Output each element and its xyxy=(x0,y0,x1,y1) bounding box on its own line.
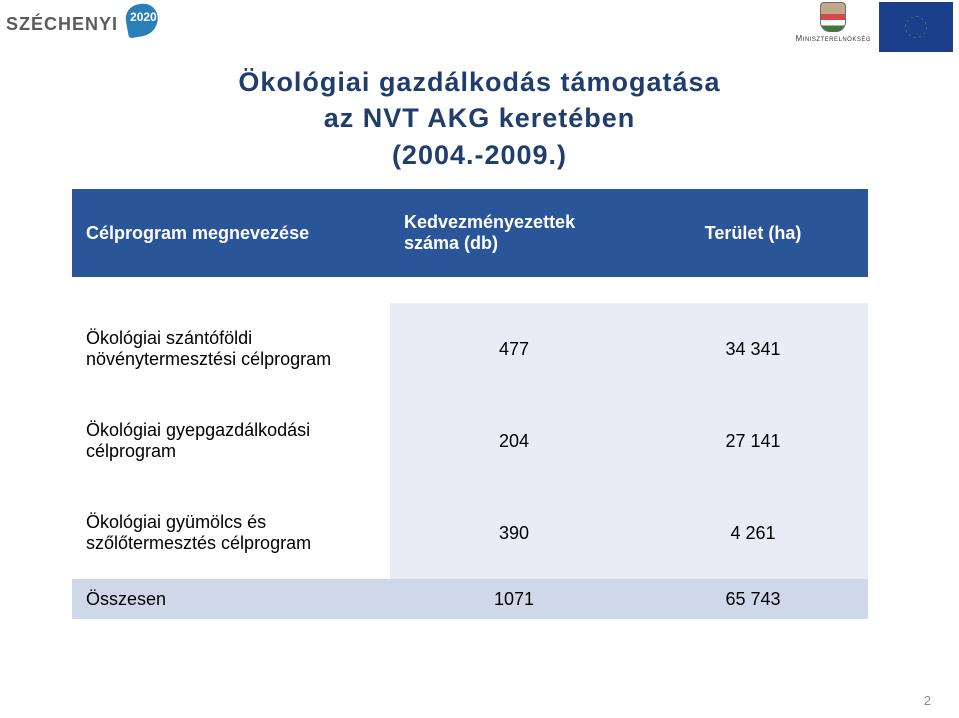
szechenyi-text: SZÉCHENYI xyxy=(6,14,118,35)
table-row: Ökológiai gyepgazdálkodásicélprogram2042… xyxy=(72,395,868,487)
table-row: Ökológiai szántóföldinövénytermesztési c… xyxy=(72,303,868,395)
support-table: Célprogram megnevezéseKedvezményezettek … xyxy=(72,189,868,619)
table-total-value: 1071 xyxy=(390,579,638,619)
table-total-value: 65 743 xyxy=(638,579,868,619)
eu-flag-icon xyxy=(879,2,953,52)
ministry-text: Miniszterelnökség xyxy=(795,34,871,43)
table-total-label: Összesen xyxy=(72,579,390,619)
table-row: Ökológiai gyümölcs ésszőlőtermesztés cél… xyxy=(72,487,868,579)
year-label: 2020 xyxy=(130,10,157,24)
table-cell-value: 390 xyxy=(390,487,638,579)
hungary-crest: Miniszterelnökség xyxy=(795,2,871,43)
table-header-cell: Terület (ha) xyxy=(638,189,868,277)
table-cell-label: Ökológiai gyümölcs ésszőlőtermesztés cél… xyxy=(72,487,390,579)
table-cell-value: 204 xyxy=(390,395,638,487)
table-cell-value: 34 341 xyxy=(638,303,868,395)
table-header-row: Célprogram megnevezéseKedvezményezettek … xyxy=(72,189,868,277)
year-pin-icon: 2020 xyxy=(122,4,162,44)
title-line-1: Ökológiai gazdálkodás támogatása xyxy=(0,64,959,100)
page-number: 2 xyxy=(924,693,931,708)
table-cell-value: 27 141 xyxy=(638,395,868,487)
right-logos: Miniszterelnökség xyxy=(795,2,953,52)
table-total-row: Összesen107165 743 xyxy=(72,579,868,619)
table-cell-label: Ökológiai szántóföldinövénytermesztési c… xyxy=(72,303,390,395)
table-header-cell: Kedvezményezettek száma (db) xyxy=(390,189,638,277)
table-cell-label: Ökológiai gyepgazdálkodásicélprogram xyxy=(72,395,390,487)
table-header-cell: Célprogram megnevezése xyxy=(72,189,390,277)
top-bar: SZÉCHENYI 2020 Miniszterelnökség xyxy=(0,0,959,54)
crest-shield-icon xyxy=(820,2,846,32)
page-title: Ökológiai gazdálkodás támogatása az NVT … xyxy=(0,64,959,173)
table-cell-value: 4 261 xyxy=(638,487,868,579)
title-line-2: az NVT AKG keretében xyxy=(0,100,959,136)
szechenyi-logo: SZÉCHENYI 2020 xyxy=(6,4,162,44)
table-cell-value: 477 xyxy=(390,303,638,395)
title-line-3: (2004.-2009.) xyxy=(0,137,959,173)
